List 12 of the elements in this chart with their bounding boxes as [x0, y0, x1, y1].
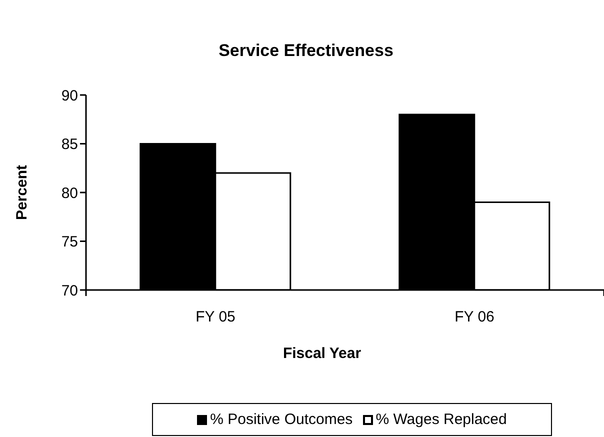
x-tick-label: FY 05 [196, 308, 236, 326]
legend-label: % Positive Outcomes [209, 411, 353, 428]
y-tick-label: 75 [61, 234, 78, 251]
y-tick-label: 85 [61, 136, 78, 154]
legend-label: % Wages Replaced [374, 411, 507, 428]
y-tick-label: 80 [61, 184, 78, 202]
chart-title: Service Effectiveness [218, 41, 394, 61]
y-tick-label: 90 [61, 87, 78, 104]
x-tick-label: FY 06 [454, 308, 494, 326]
y-tick-label: 70 [61, 282, 78, 300]
y-axis-title: Percent [14, 164, 30, 220]
x-axis-title: Fiscal Year [282, 345, 362, 362]
